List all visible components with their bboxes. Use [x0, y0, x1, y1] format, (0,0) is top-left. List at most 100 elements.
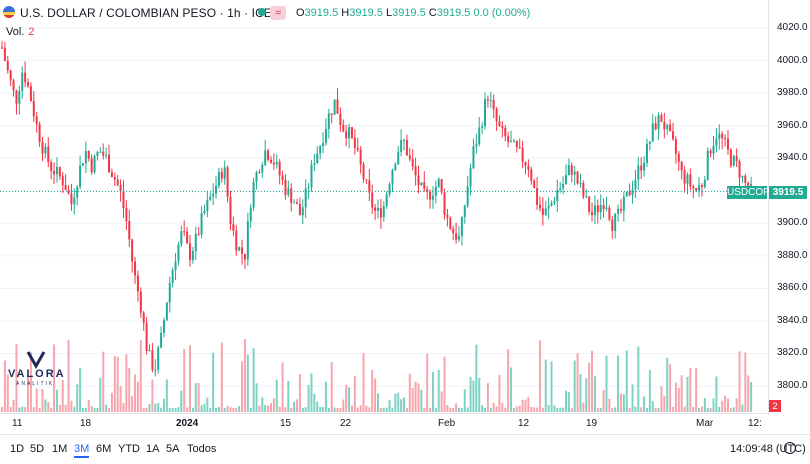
volume-bar	[290, 407, 293, 412]
volume-bar	[521, 399, 524, 412]
settings-gear-icon[interactable]	[784, 442, 796, 454]
range-button-3m[interactable]: 3M	[74, 443, 90, 458]
range-button-ytd[interactable]: YTD	[118, 443, 140, 455]
candle-body	[243, 253, 246, 260]
candle-body	[576, 171, 579, 184]
candle-body	[721, 133, 724, 139]
candle-body	[258, 172, 261, 174]
volume-bar	[599, 407, 602, 412]
volume-bar	[350, 405, 353, 412]
price-tick-label: 3820.0	[777, 347, 808, 359]
volume-bar	[9, 407, 12, 412]
candle-body	[350, 127, 353, 138]
volume-bar	[637, 346, 640, 412]
candle-body	[272, 162, 275, 165]
price-axis[interactable]	[768, 0, 810, 415]
volume-legend[interactable]: Vol. 2	[6, 26, 35, 38]
volume-bar	[536, 407, 539, 412]
candle-body	[637, 165, 640, 180]
candle-body	[556, 190, 559, 202]
candle-body	[261, 164, 264, 173]
volume-bar	[391, 407, 394, 412]
volume-bar	[501, 402, 504, 412]
candle-body	[475, 144, 478, 147]
time-tick-label: 15	[280, 418, 292, 429]
range-button-6m[interactable]: 6M	[96, 443, 112, 455]
range-button-1d[interactable]: 1D	[10, 443, 25, 455]
last-volume-label: 2	[769, 400, 781, 412]
candle-body	[90, 158, 93, 173]
candle-body	[524, 162, 527, 166]
candle-body	[712, 145, 715, 154]
volume-bar	[460, 407, 463, 412]
volume-bar	[625, 350, 628, 412]
volume-bar	[403, 397, 406, 412]
candle-body	[84, 150, 87, 164]
time-tick-label: 19	[586, 418, 598, 429]
volume-bar	[154, 403, 157, 412]
price-tick-label: 4000.0	[777, 54, 808, 66]
volume-bar	[411, 388, 414, 412]
volume-bar	[330, 362, 333, 412]
candle-body	[489, 100, 492, 102]
candle-body	[403, 140, 406, 142]
volume-bar	[212, 352, 215, 412]
candle-body	[241, 247, 244, 254]
volume-bar	[547, 404, 550, 412]
range-button-1a[interactable]: 1A	[146, 443, 160, 455]
volume-bar	[530, 406, 533, 412]
volume-bar	[304, 407, 307, 412]
candle-body	[368, 180, 371, 193]
candle-body	[391, 169, 394, 185]
candle-body	[397, 151, 400, 165]
range-button-1m[interactable]: 1M	[52, 443, 68, 455]
price-tick-label: 3880.0	[777, 249, 808, 261]
volume-bar	[414, 381, 417, 412]
candle-body	[567, 165, 570, 176]
candle-body	[449, 217, 452, 229]
candle-body	[411, 159, 414, 167]
candle-body	[518, 147, 521, 149]
candle-body	[677, 153, 680, 162]
candle-body	[437, 179, 440, 187]
candle-body	[634, 179, 637, 190]
candle-body	[139, 291, 142, 313]
candle-body	[206, 199, 209, 212]
candle-body	[64, 185, 67, 191]
candle-body	[371, 192, 374, 208]
candle-body	[21, 72, 24, 92]
candle-body	[588, 196, 591, 212]
candle-body	[726, 138, 729, 150]
volume-bar	[35, 388, 38, 412]
volume-bar	[732, 407, 735, 412]
exchange-badge[interactable]: ≈	[270, 6, 286, 20]
volume-bar	[466, 407, 469, 412]
symbol-title[interactable]: U.S. DOLLAR / COLOMBIAN PESO · 1h · ICE	[20, 6, 272, 20]
candle-body	[203, 211, 206, 214]
candle-body	[73, 197, 76, 205]
candle-body	[41, 141, 44, 154]
candle-body	[119, 185, 122, 192]
candle-body	[339, 113, 342, 125]
volume-bar	[712, 398, 715, 412]
logo-name: VALORA	[8, 368, 66, 380]
candle-body	[342, 124, 345, 132]
candle-body	[96, 151, 99, 156]
candle-body	[136, 275, 139, 292]
volume-bar	[139, 339, 142, 412]
volume-bar	[217, 406, 220, 412]
last-price-label: 3919.5	[769, 186, 807, 199]
range-button-5a[interactable]: 5A	[166, 443, 180, 455]
volume-bar	[686, 376, 689, 412]
volume-value: 2	[28, 26, 35, 38]
range-button-todos[interactable]: Todos	[187, 443, 217, 455]
candle-body	[215, 185, 218, 194]
volume-bar	[307, 384, 310, 412]
candle-body	[330, 113, 333, 115]
range-button-5d[interactable]: 5D	[30, 443, 45, 455]
price-tick-label: 3940.0	[777, 152, 808, 164]
candle-body	[550, 202, 553, 206]
logo-subtitle: ANALITIK	[16, 381, 55, 387]
candle-body	[579, 183, 582, 185]
